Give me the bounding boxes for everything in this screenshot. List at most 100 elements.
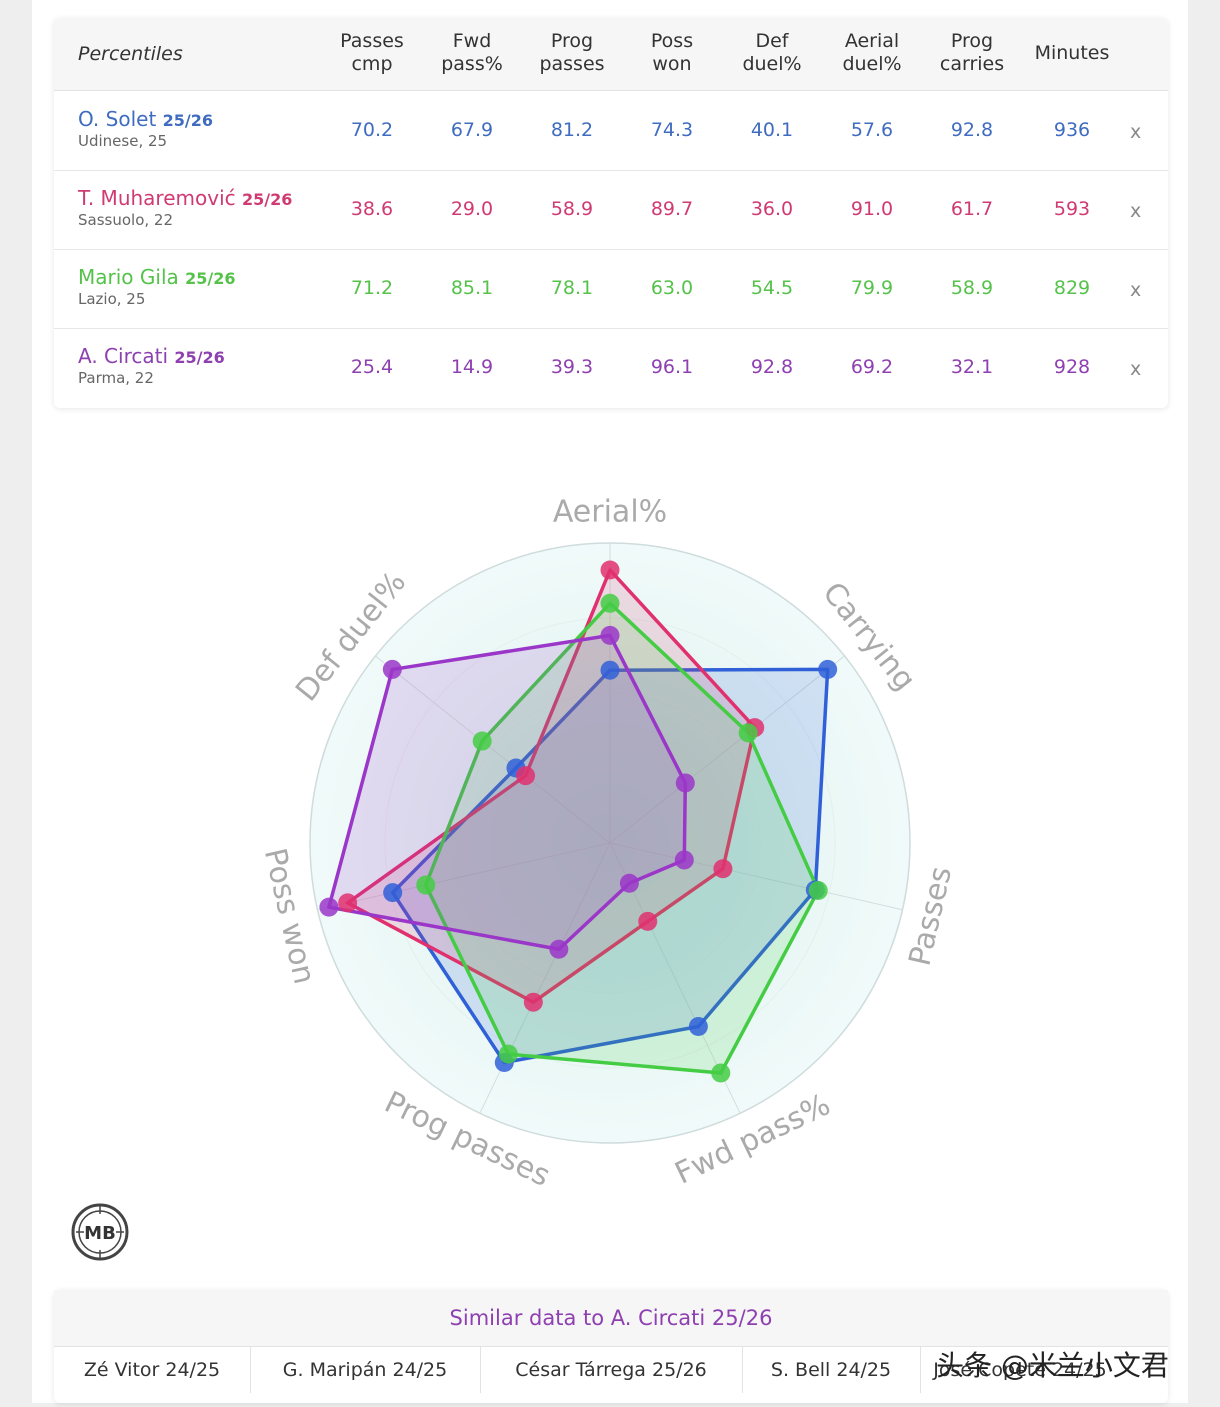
table-cell: 928 [1053, 356, 1091, 378]
column-header[interactable]: Passes cmp [322, 30, 422, 76]
column-header-line1: Aerial [844, 30, 900, 52]
radar-axis-label: Passes [903, 863, 959, 969]
column-header-line2: duel% [842, 53, 902, 75]
table-cell: 40.1 [750, 119, 794, 141]
radar-series-3 [423, 601, 820, 1075]
radar-point [600, 625, 620, 645]
similar-player-link[interactable]: S. Bell 24/25 [742, 1347, 921, 1393]
logo-text: MB [84, 1223, 116, 1244]
table-cell: 36.0 [750, 198, 794, 220]
table-cell: 85.1 [450, 277, 494, 299]
radar-point [818, 659, 838, 679]
column-header-line1: Fwd [452, 30, 492, 52]
radar-point [416, 875, 436, 895]
radar-point [319, 897, 339, 917]
column-header-line1: Prog [550, 30, 594, 52]
table-cell: 38.6 [350, 198, 394, 220]
table-cell: 61.7 [950, 198, 994, 220]
table-cell: 96.1 [650, 356, 694, 378]
radar-point [523, 992, 543, 1012]
radar-series-2 [345, 568, 757, 1004]
percentiles-table: Percentiles Passes cmp Fwd pass% Prog passes P… [54, 18, 1168, 408]
table-cell: 58.9 [550, 198, 594, 220]
table-cell: 29.0 [450, 198, 494, 220]
remove-player-button[interactable]: x [1130, 121, 1142, 143]
radar-spoke [609, 842, 903, 911]
table-header: Percentiles Passes cmp Fwd pass% Prog passes P… [54, 18, 1168, 91]
player-season: 25/26 [174, 348, 225, 367]
column-header-line2: carries [939, 53, 1005, 75]
radar-point [674, 850, 694, 870]
table-row: T. Muharemović 25/26 Sassuolo, 22 38.6 29.0… [54, 170, 1168, 250]
radar-point [472, 731, 492, 751]
column-header-line1: Poss [650, 30, 694, 52]
table-cell: 91.0 [850, 198, 894, 220]
radar-point [383, 883, 403, 903]
radar-point [498, 1044, 518, 1064]
radar-series-1 [390, 667, 830, 1065]
player-name[interactable]: T. Muharemović 25/26 [78, 186, 292, 210]
column-header[interactable]: Aerial duel% [822, 30, 922, 76]
similar-player-link[interactable]: César Tárrega 25/26 [480, 1347, 743, 1393]
table-cell: 936 [1053, 119, 1091, 141]
remove-player-button[interactable]: x [1130, 279, 1142, 301]
table-cell: 54.5 [750, 277, 794, 299]
column-header[interactable]: Poss won [622, 30, 722, 76]
column-header[interactable]: Prog passes [522, 30, 622, 76]
player-name[interactable]: A. Circati 25/26 [78, 344, 225, 368]
column-header-line1: Passes [340, 30, 404, 52]
table-cell: 81.2 [550, 119, 594, 141]
player-name-text: A. Circati [78, 344, 168, 368]
player-name-text: O. Solet [78, 107, 157, 131]
player-club: Sassuolo, 22 [78, 211, 173, 229]
table-cell: 69.2 [850, 356, 894, 378]
player-season: 25/26 [162, 111, 214, 130]
table-row: O. Solet 25/26 Udinese, 25 70.2 67.9 81.2 74.… [54, 91, 1168, 171]
radar-point [600, 560, 620, 580]
player-club: Lazio, 25 [78, 290, 146, 308]
table-cell: 32.1 [950, 356, 994, 378]
table-cell: 92.8 [950, 119, 994, 141]
table-cell: 593 [1053, 198, 1091, 220]
table-cell: 67.9 [450, 119, 494, 141]
similar-player-link[interactable]: José Copete 24/25 [933, 1359, 1107, 1381]
table-cell: 39.3 [550, 356, 594, 378]
similar-title: Similar data to A. Circati 25/26 [54, 1290, 1168, 1347]
table-cell: 74.3 [650, 119, 694, 141]
similar-player-link[interactable]: Zé Vitor 24/25 [54, 1347, 251, 1393]
radar-spoke [317, 842, 611, 911]
column-header[interactable]: Prog carries [922, 30, 1022, 76]
table-cell: 89.7 [650, 198, 694, 220]
radar-point [738, 723, 758, 743]
table-row: A. Circati 25/26 Parma, 22 25.4 14.9 39.3 96.… [54, 328, 1168, 407]
radar-spoke [609, 655, 845, 844]
table-cell: 70.2 [350, 119, 394, 141]
player-name[interactable]: Mario Gila 25/26 [78, 265, 236, 289]
radar-point [675, 773, 695, 793]
column-header-line2: duel% [742, 53, 802, 75]
radar-point [713, 859, 733, 879]
radar-spoke [375, 655, 611, 844]
table-cell: 79.9 [850, 277, 894, 299]
player-season: 25/26 [185, 269, 236, 288]
radar-point [808, 881, 828, 901]
table-cell: 71.2 [350, 277, 394, 299]
player-club: Parma, 22 [78, 369, 154, 387]
column-header[interactable]: Def duel% [722, 30, 822, 76]
watermark-text: 头条 @米兰小文君 [936, 1349, 1169, 1382]
remove-player-button[interactable]: x [1130, 200, 1142, 222]
player-name-text: Mario Gila [78, 265, 179, 289]
column-header[interactable]: Fwd pass% [422, 30, 522, 76]
table-cell: 14.9 [450, 356, 494, 378]
player-club: Udinese, 25 [78, 132, 168, 150]
remove-player-button[interactable]: x [1130, 358, 1142, 380]
table-cell: 58.9 [950, 277, 994, 299]
similar-player-link[interactable]: G. Maripán 24/25 [250, 1347, 481, 1393]
radar-point [638, 911, 658, 931]
column-header[interactable]: Minutes [1022, 42, 1122, 65]
similar-panel: Similar data to A. Circati 25/26 Zé Vito… [54, 1290, 1168, 1403]
player-name[interactable]: O. Solet 25/26 [78, 107, 213, 131]
radar-point [338, 893, 358, 913]
radar-series-4 [327, 633, 688, 951]
